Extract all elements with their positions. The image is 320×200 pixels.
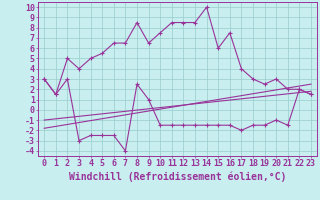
- X-axis label: Windchill (Refroidissement éolien,°C): Windchill (Refroidissement éolien,°C): [69, 171, 286, 182]
